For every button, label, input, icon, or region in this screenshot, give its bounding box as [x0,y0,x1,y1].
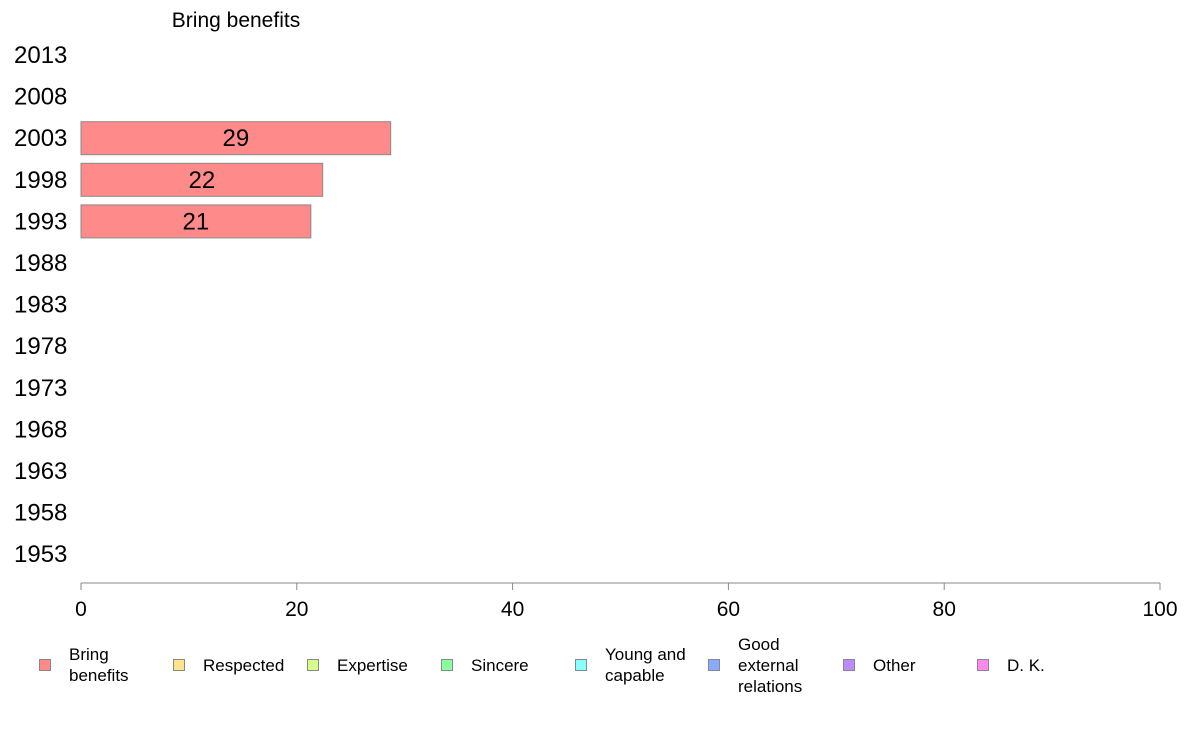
y-tick-label: 1983 [14,292,67,319]
legend-swatch [39,659,51,671]
x-tick-label: 20 [285,598,308,621]
data-label: 21 [183,208,210,235]
legend-item: Other [843,630,916,700]
data-label: 29 [222,125,249,152]
y-tick-label: 2003 [14,125,67,152]
legend-swatch [843,659,855,671]
x-tick-label: 80 [933,598,956,621]
legend-item: Sincere [441,630,529,700]
y-tick-label: 1998 [14,167,67,194]
y-tick-label: 1963 [14,458,67,485]
y-tick-label: 1988 [14,250,67,277]
bar [80,204,312,239]
legend-label: Sincere [471,655,529,675]
legend-item: Young and capable [575,630,686,700]
legend-swatch [977,659,989,671]
legend-item: Respected [173,630,284,700]
legend-swatch [173,659,185,671]
legend-item: Bring benefits [39,630,129,700]
y-tick-label: 1968 [14,416,67,443]
legend-item: Expertise [307,630,408,700]
bar [80,121,392,156]
legend-swatch [708,659,720,671]
legend: Bring benefits Respected Expertise Sincere Yo… [0,630,1188,710]
y-tick-label: 2008 [14,84,67,111]
legend-label: Good external relations [738,634,803,696]
x-tick-label: 60 [717,598,740,621]
legend-item: Good external relations [708,630,802,700]
y-tick-label: 1958 [14,500,67,527]
legend-label: Young and capable [605,645,686,685]
y-tick-label: 1973 [14,375,67,402]
legend-item: D. K. [977,630,1045,700]
x-tick-label: 100 [1142,598,1177,621]
legend-swatch [441,659,453,671]
bar [80,162,324,197]
data-label: 22 [188,167,215,194]
legend-label: Expertise [337,655,408,675]
y-tick-label: 2013 [14,42,67,69]
legend-label: D. K. [1007,655,1045,675]
y-tick-label: 1993 [14,208,67,235]
x-tick-label: 0 [75,598,87,621]
legend-label: Other [873,655,916,675]
y-tick-label: 1953 [14,541,67,568]
legend-swatch [307,659,319,671]
legend-label: Respected [203,655,285,675]
y-tick-label: 1978 [14,333,67,360]
x-tick-label: 40 [501,598,524,621]
legend-swatch [575,659,587,671]
legend-label: Bring benefits [69,645,129,685]
bar-chart: Bring benefits 29 22 21 2013 2008 2003 1998 19… [14,9,1178,621]
chart-title: Bring benefits [172,9,300,32]
